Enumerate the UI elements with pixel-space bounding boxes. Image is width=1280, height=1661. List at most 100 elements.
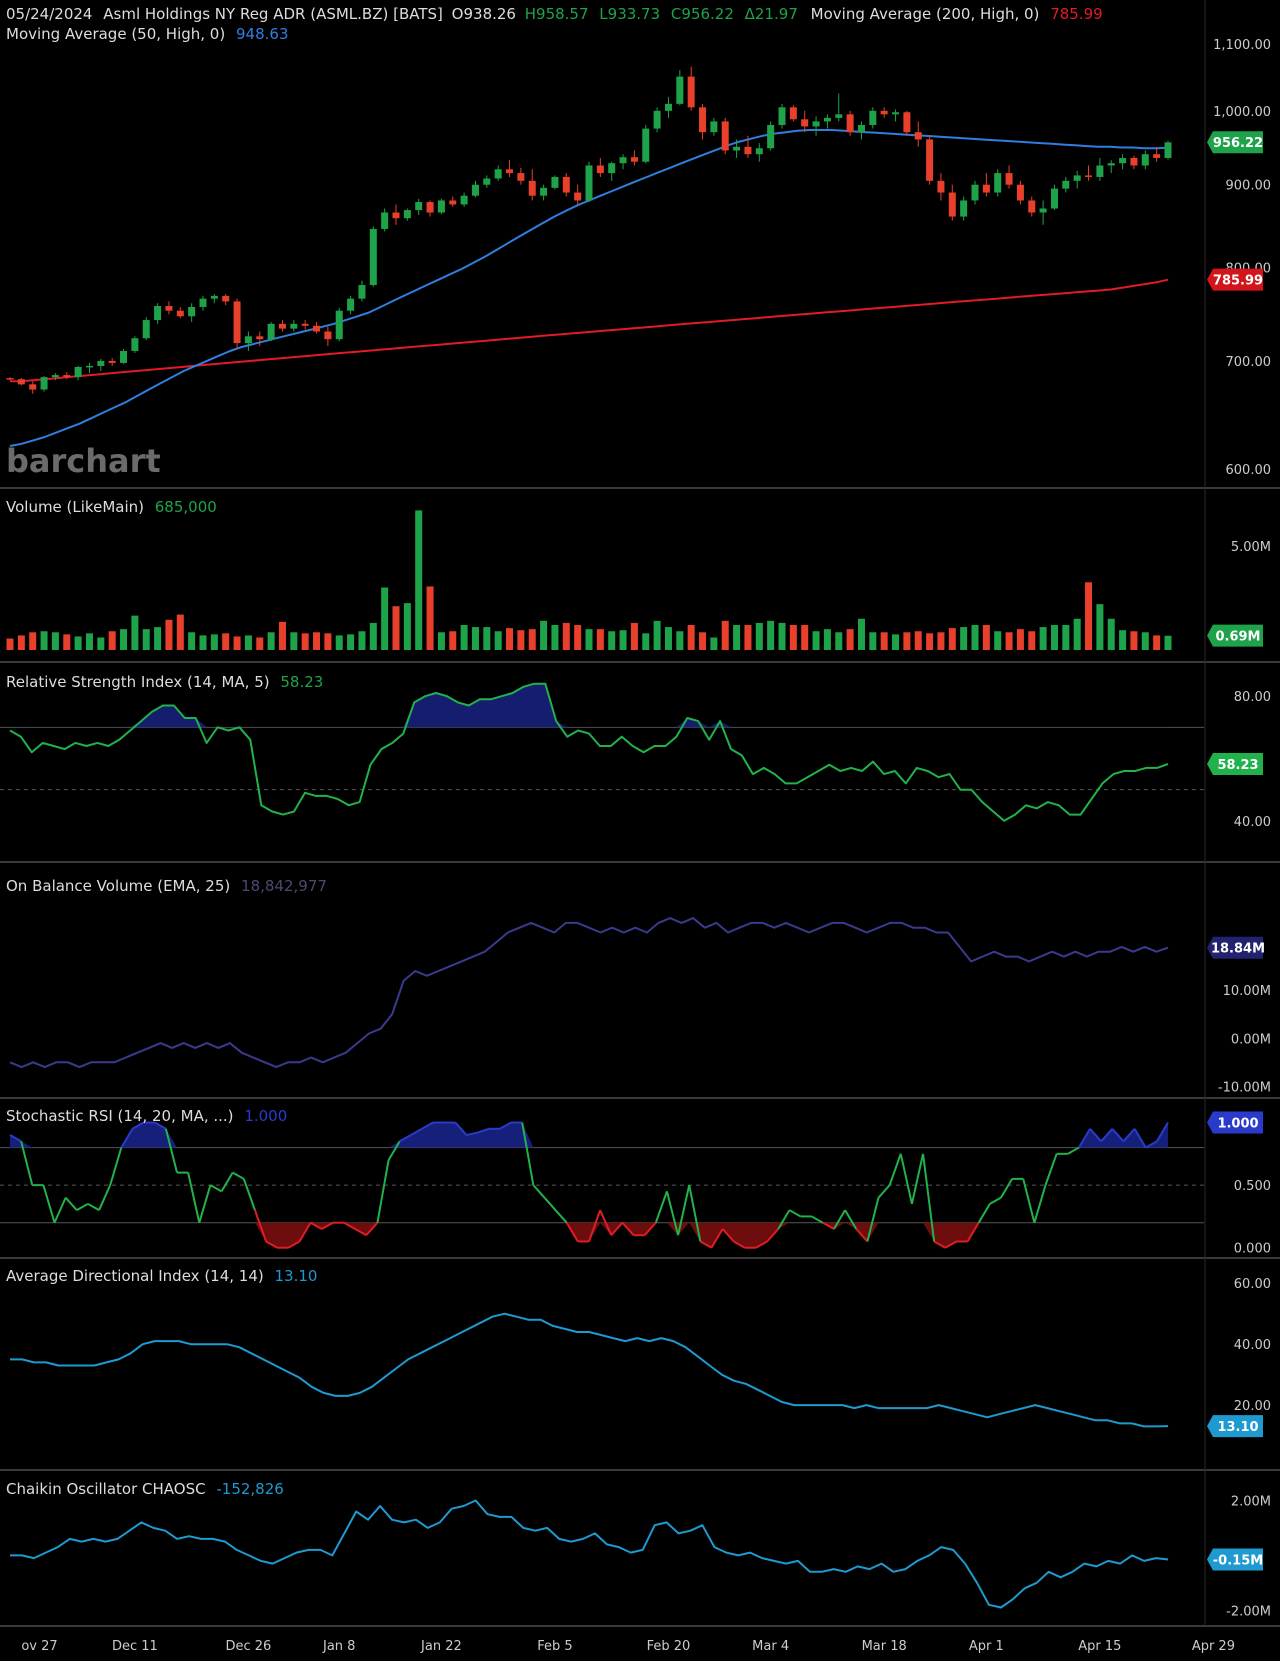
candle-body — [1005, 173, 1013, 185]
volume-bar — [358, 631, 366, 650]
price-header: 05/24/2024 Asml Holdings NY Reg ADR (ASM… — [6, 5, 1103, 23]
time-tick-label: Apr 15 — [1078, 1639, 1121, 1654]
stoch-segment — [1089, 1128, 1102, 1142]
adx-value: 13.10 — [275, 1267, 318, 1285]
volume-bar — [17, 635, 25, 650]
volume-bar — [1039, 627, 1047, 650]
candle-body — [256, 336, 264, 340]
panel-separators — [0, 0, 1280, 1627]
volume-bar — [574, 625, 582, 650]
candle — [1164, 140, 1172, 160]
badge-shape — [1207, 753, 1263, 776]
candle — [642, 124, 650, 164]
header-high: H958.57 — [525, 5, 589, 23]
stoch-segment — [844, 1209, 858, 1230]
candle-body — [154, 306, 162, 321]
candle — [755, 143, 763, 162]
candle-body — [948, 192, 956, 217]
candle-body — [596, 165, 604, 174]
candle-body — [1073, 175, 1081, 181]
candle — [176, 306, 184, 319]
stoch-segment — [187, 1172, 201, 1223]
volume-bar — [131, 615, 139, 650]
candle-body — [540, 187, 548, 196]
candle — [1085, 165, 1093, 181]
stoch-segment — [822, 1221, 835, 1230]
price-tick-label: 1,000.00 — [1213, 105, 1271, 120]
candle — [381, 208, 389, 232]
volume-bar — [801, 625, 809, 650]
volume-bar — [392, 606, 400, 650]
chaikin-tick-label: 2.00M — [1231, 1494, 1271, 1509]
candle — [778, 103, 786, 129]
badge-label: -0.15M — [1213, 1553, 1263, 1568]
candle — [51, 373, 59, 381]
adx-tick-label: 60.00 — [1234, 1277, 1271, 1292]
volume-bar — [506, 628, 514, 650]
stoch-segment — [910, 1153, 925, 1205]
indicator-path — [9, 917, 1169, 1069]
stoch-segment — [376, 1159, 390, 1223]
stoch-segment — [866, 1197, 880, 1242]
volume-bar — [85, 633, 93, 650]
candle-body — [687, 76, 695, 108]
candle — [562, 173, 570, 197]
stoch-segment — [1022, 1178, 1036, 1223]
candle — [721, 117, 729, 155]
price-panel[interactable]: barchart 05/24/2024 Asml Holdings NY Reg… — [6, 5, 1172, 480]
stoch-segment — [42, 1184, 56, 1223]
candle-body — [199, 298, 207, 307]
stoch-segment — [287, 1240, 300, 1249]
candle — [17, 378, 25, 386]
badge-shape — [1207, 1548, 1263, 1571]
stoch-segment — [543, 1196, 557, 1211]
candle — [324, 326, 332, 347]
volume-bar — [937, 632, 945, 650]
volume-bar — [914, 631, 922, 650]
candle — [767, 121, 775, 151]
candle — [426, 200, 434, 217]
time-tick-label: Dec 26 — [225, 1639, 271, 1654]
candle-body — [426, 202, 434, 213]
volume-bar — [778, 622, 786, 650]
volume-bar — [426, 586, 434, 650]
candle — [926, 135, 934, 185]
rsi-value: 58.23 — [280, 673, 323, 691]
obv-tick-label: 10.00M — [1223, 984, 1271, 999]
obv-panel[interactable]: On Balance Volume (EMA, 25) 18,842,977 — [6, 877, 1169, 1069]
stoch-segment — [20, 1141, 34, 1186]
volume-bar — [74, 636, 82, 650]
adx-panel[interactable]: Average Directional Index (14, 14) 13.10 — [6, 1267, 1169, 1428]
candle — [1119, 154, 1127, 170]
candle-body — [892, 112, 900, 115]
volume-bar — [301, 633, 309, 650]
volume-bar — [540, 620, 548, 650]
chaikin-panel[interactable]: Chaikin Oscillator CHAOSC -152,826 — [6, 1480, 1169, 1609]
stoch-segment — [410, 1127, 423, 1136]
stoch-segment — [109, 1147, 123, 1186]
stoch-segment — [1033, 1184, 1047, 1223]
stochastic-rsi-panel[interactable]: Stochastic RSI (14, 20, MA, ...) 1.000 — [0, 1107, 1204, 1249]
header-instrument: Asml Holdings NY Reg ADR (ASML.BZ) [BATS… — [103, 5, 443, 23]
volume-bar — [755, 622, 763, 650]
candle — [823, 114, 831, 129]
volume-bar — [97, 637, 105, 650]
volume-bar — [403, 603, 411, 650]
volume-bar — [699, 632, 707, 650]
candle-body — [1164, 142, 1172, 158]
candle-body — [653, 110, 661, 129]
volume-panel[interactable]: Volume (LikeMain) 685,000 — [6, 498, 1172, 650]
volume-bar — [165, 619, 173, 650]
candle — [619, 154, 627, 170]
volume-bar — [324, 633, 332, 650]
candle-body — [585, 165, 593, 201]
candle — [1130, 155, 1138, 170]
volume-bar — [108, 631, 116, 650]
adx-tick-label: 20.00 — [1234, 1399, 1271, 1414]
rsi-tick-label: 40.00 — [1234, 815, 1271, 830]
rsi-panel[interactable]: Relative Strength Index (14, MA, 5) 58.2… — [0, 673, 1204, 822]
volume-bar — [619, 630, 627, 650]
volume-bar — [1005, 632, 1013, 650]
badge-shape — [1207, 1415, 1263, 1438]
